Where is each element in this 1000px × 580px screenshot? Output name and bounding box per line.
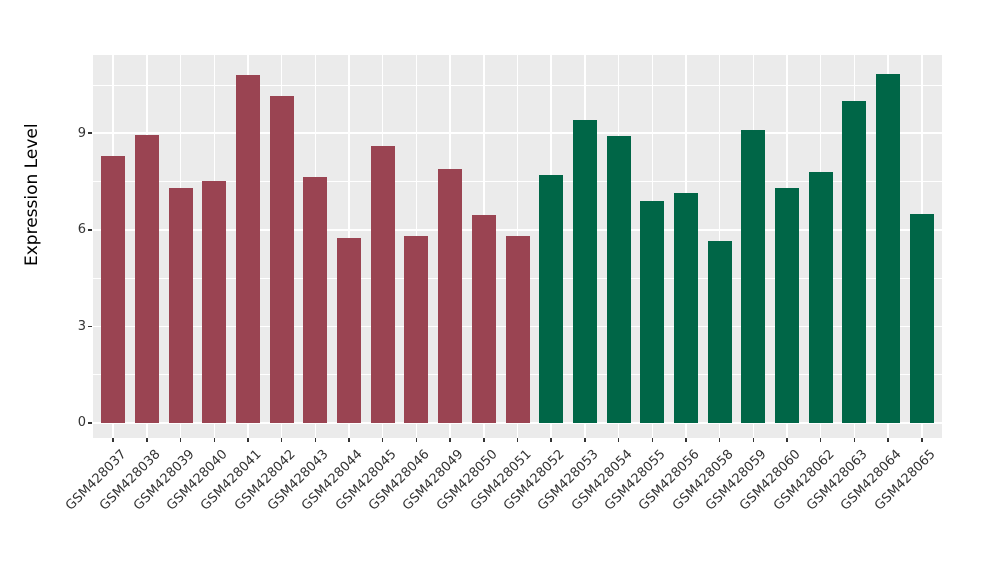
x-tick-mark <box>584 438 586 442</box>
x-tick-mark <box>516 438 519 442</box>
bar-GSM428065 <box>909 213 934 423</box>
x-tick-mark <box>786 438 788 442</box>
bar-GSM428064 <box>876 73 901 423</box>
bar-GSM428043 <box>303 176 328 423</box>
x-tick-mark <box>887 438 889 442</box>
y-tick-label: 3 <box>77 318 86 334</box>
x-tick-mark <box>921 438 923 442</box>
bar-GSM428039 <box>168 187 193 423</box>
bar-GSM428049 <box>438 168 463 423</box>
x-tick-mark <box>381 438 384 442</box>
bar-GSM428059 <box>741 129 766 423</box>
bar-GSM428052 <box>539 175 564 423</box>
y-tick-mark <box>88 132 92 134</box>
bar-GSM428058 <box>707 241 732 423</box>
y-tick-label: 9 <box>77 125 86 141</box>
x-tick-mark <box>819 438 822 442</box>
bar-GSM428038 <box>134 134 159 423</box>
bar-GSM428051 <box>505 236 530 423</box>
x-tick-mark <box>853 438 856 442</box>
x-tick-mark <box>685 438 687 442</box>
bar-GSM428050 <box>471 215 496 423</box>
bar-GSM428054 <box>606 136 631 423</box>
bar-GSM428060 <box>775 187 800 423</box>
bar-GSM428044 <box>337 237 362 423</box>
bar-GSM428053 <box>572 120 597 423</box>
bar-GSM428055 <box>640 200 665 423</box>
bar-GSM428045 <box>370 146 395 423</box>
bar-GSM428056 <box>673 192 698 423</box>
y-tick-mark <box>88 229 92 231</box>
x-tick-mark <box>718 438 721 442</box>
bar-GSM428063 <box>842 101 867 423</box>
y-tick-mark <box>88 325 92 328</box>
x-tick-mark <box>247 438 249 442</box>
x-tick-mark <box>179 438 182 442</box>
y-axis-label: Expression Level <box>22 122 42 266</box>
y-tick-label: 6 <box>77 222 86 238</box>
x-tick-mark <box>213 438 216 442</box>
bar-GSM428046 <box>404 236 429 423</box>
x-tick-mark <box>415 438 418 442</box>
x-tick-mark <box>280 438 283 442</box>
bar-GSM428041 <box>235 75 260 423</box>
bar-GSM428042 <box>269 96 294 423</box>
bar-GSM428040 <box>202 181 227 423</box>
x-tick-mark <box>348 438 350 442</box>
x-tick-mark <box>314 438 317 442</box>
x-tick-mark <box>483 438 485 442</box>
x-tick-mark <box>651 438 653 442</box>
plot-panel <box>93 55 942 438</box>
x-tick-mark <box>617 438 620 442</box>
x-tick-mark <box>752 438 755 442</box>
y-tick-mark <box>88 422 92 424</box>
x-tick-mark <box>112 438 114 442</box>
x-tick-mark <box>146 438 148 442</box>
y-tick-label: 0 <box>77 415 86 431</box>
bar-GSM428062 <box>808 171 833 423</box>
x-tick-mark <box>550 438 552 442</box>
x-tick-mark <box>449 438 451 442</box>
bar-GSM428037 <box>101 155 126 423</box>
